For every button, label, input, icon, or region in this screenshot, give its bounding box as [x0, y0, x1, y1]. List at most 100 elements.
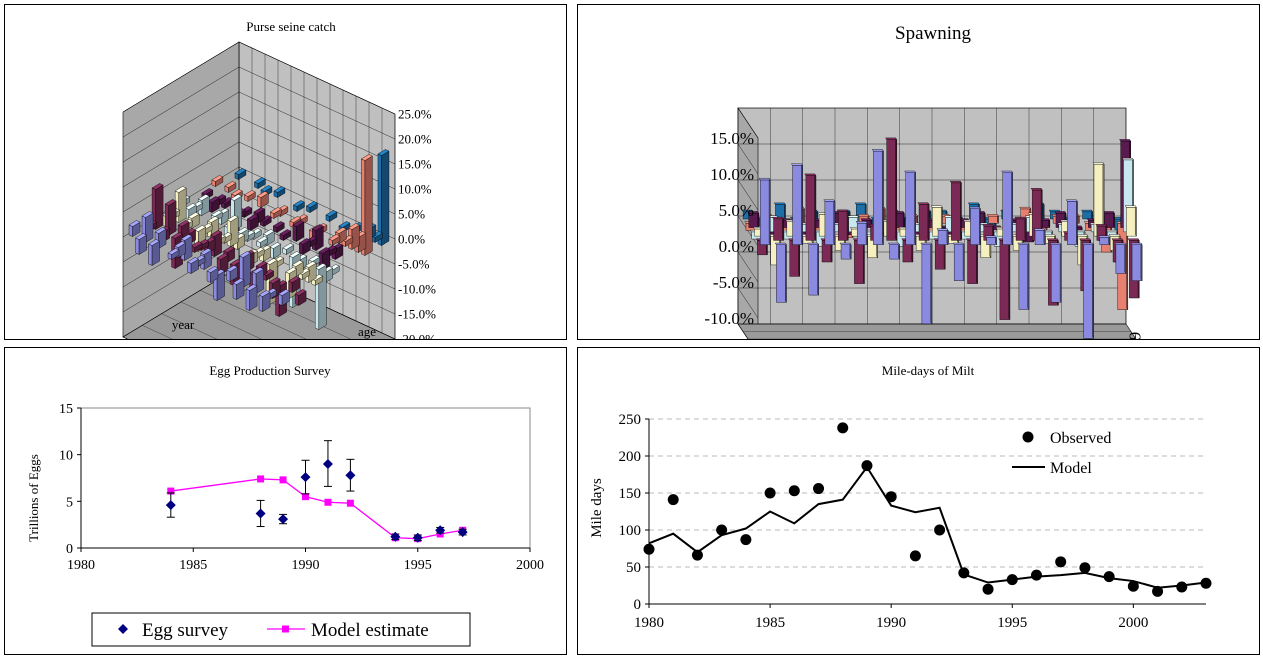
bar-top: [839, 242, 852, 245]
bar-top: [1127, 238, 1140, 241]
bar-top: [154, 227, 167, 234]
bar: [148, 239, 160, 266]
bar-top: [791, 163, 803, 166]
bar-top: [234, 168, 247, 175]
bar-top: [917, 202, 930, 205]
bar: [966, 238, 978, 285]
bar: [246, 214, 259, 231]
bar-front: [206, 270, 211, 283]
bar-top: [347, 223, 360, 230]
bar: [206, 266, 219, 283]
bar: [187, 257, 199, 274]
bar-front: [135, 237, 140, 255]
bar-side: [814, 173, 817, 242]
bar-top: [279, 229, 292, 236]
observed-point: [1176, 581, 1188, 593]
y-tick-label: -20.0%: [398, 332, 436, 340]
bar: [135, 233, 147, 255]
bar: [758, 177, 771, 246]
bar-side: [1008, 238, 1011, 321]
egg-survey-point: [345, 470, 356, 481]
y-tick-label: -5.0%: [713, 273, 754, 292]
bar-top: [936, 228, 949, 231]
bar: [852, 238, 865, 285]
model-marker: [279, 476, 287, 484]
bar: [325, 210, 338, 222]
bar-front: [918, 204, 930, 241]
x-tick-label: 2000: [516, 558, 544, 573]
bar: [279, 229, 292, 241]
bar: [226, 215, 239, 247]
bar-top: [1079, 238, 1092, 241]
bar-top: [328, 234, 341, 241]
bar-top: [773, 202, 786, 205]
bar-front: [245, 288, 250, 311]
bar-top: [254, 177, 266, 184]
bar-top: [885, 137, 898, 140]
model-marker: [346, 499, 354, 507]
bar-top: [226, 215, 239, 222]
z-axis-label: age: [358, 324, 376, 339]
bar-front: [967, 240, 978, 284]
bar-top: [985, 235, 997, 238]
observed-point: [788, 485, 800, 497]
y-tick-label: 5.0%: [719, 201, 754, 220]
bar: [1049, 242, 1062, 303]
bar-front: [889, 244, 900, 260]
bar-front: [937, 230, 949, 245]
bar-top: [164, 199, 177, 206]
bar: [154, 227, 167, 249]
bar-top: [239, 251, 251, 258]
bar-side: [1124, 242, 1127, 275]
bar-top: [216, 253, 229, 260]
bar-top: [230, 194, 243, 201]
bar-top: [967, 202, 980, 205]
bar-side: [976, 238, 978, 285]
bar-top: [1054, 211, 1067, 214]
bar: [1065, 199, 1078, 246]
bar-front: [951, 182, 962, 241]
bar-top: [207, 216, 220, 223]
bar-side: [979, 206, 981, 246]
model-marker: [257, 475, 265, 483]
bar-top: [1130, 242, 1143, 245]
bar: [823, 199, 836, 246]
bar-top: [265, 258, 278, 265]
bar-top: [847, 215, 860, 218]
bar-side: [882, 148, 884, 246]
bar-front: [789, 240, 800, 277]
chart-title: Egg Production Survey: [209, 363, 331, 378]
legend: Egg survey Model estimate: [91, 612, 471, 647]
x-tick-label: 1995: [997, 615, 1027, 631]
model-line: [170, 478, 463, 540]
bar-top: [243, 190, 256, 197]
bar: [839, 242, 852, 260]
bar: [985, 235, 997, 246]
bar-top: [311, 224, 324, 231]
bar-front: [776, 244, 787, 303]
bar-top: [747, 211, 760, 214]
bar: [1130, 242, 1143, 282]
y-tick-label: 10: [59, 449, 73, 464]
bar-top: [807, 242, 820, 245]
bar-top: [226, 265, 238, 272]
observed-point: [1152, 585, 1164, 597]
bar-front: [873, 150, 884, 245]
egg-survey-point: [457, 527, 468, 538]
bar-top: [187, 257, 199, 264]
y-tick-label: 0: [66, 542, 73, 557]
bar-side: [1043, 227, 1046, 246]
x-tick-label: 1990: [292, 558, 320, 573]
bar-top: [1119, 139, 1132, 142]
bar-top: [167, 248, 180, 255]
bar: [1081, 209, 1093, 220]
y-tick-label: 200: [619, 449, 642, 465]
bar-top: [308, 255, 321, 262]
observed-point: [1030, 569, 1042, 581]
bar-top: [273, 186, 286, 193]
bar-front: [258, 294, 263, 312]
bar-top: [210, 210, 223, 217]
x-axis-label: year: [172, 317, 195, 332]
bar: [289, 216, 302, 228]
egg-survey-point: [300, 472, 311, 483]
